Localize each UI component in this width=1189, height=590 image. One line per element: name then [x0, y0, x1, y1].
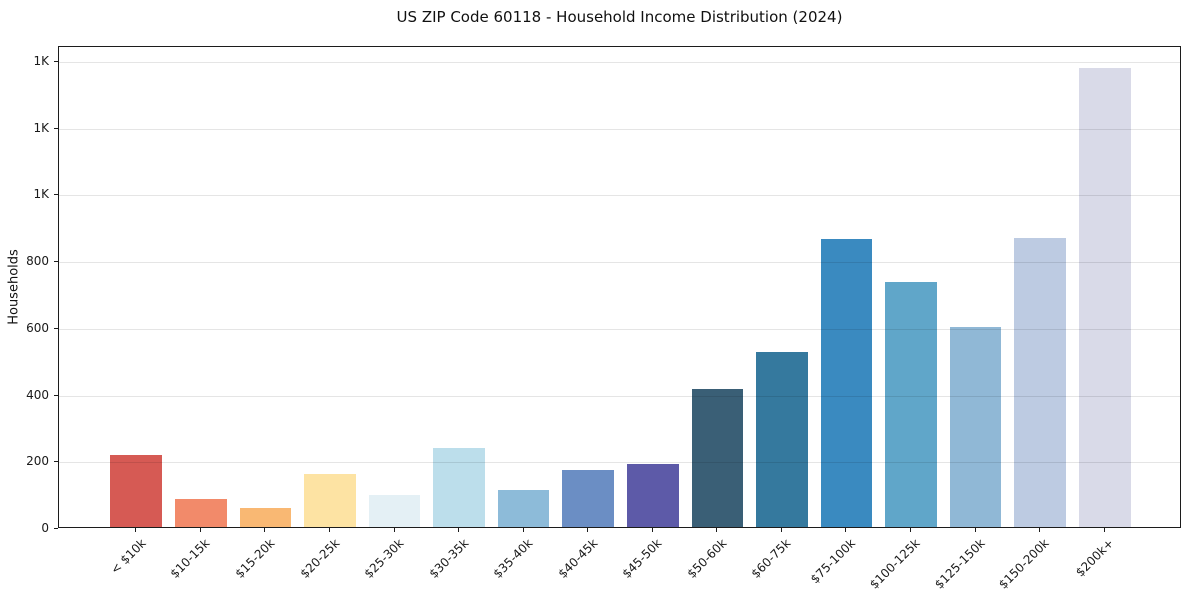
x-tick-label-text: $50-60k [684, 536, 730, 581]
x-tick-label-text: $75-100k [808, 536, 859, 587]
y-tick-label: 1K [33, 187, 49, 202]
x-tick-mark [458, 528, 460, 532]
bar [368, 494, 421, 527]
bar [239, 507, 292, 527]
x-tick-mark [780, 528, 782, 532]
bar [1014, 238, 1066, 527]
x-tick-mark [393, 528, 395, 532]
x-tick-label-text: $20-25k [297, 536, 342, 581]
x-tick-mark [910, 528, 912, 532]
bar [562, 470, 615, 527]
x-tick-mark [522, 528, 524, 532]
y-tick-mark [54, 394, 58, 396]
y-tick-label: 1K [33, 120, 49, 135]
x-tick-mark [587, 528, 589, 532]
gridline [59, 128, 1180, 130]
bar [433, 448, 485, 527]
x-tick-label-text: $45-50k [619, 536, 665, 581]
x-tick-label-text: $200k+ [1073, 536, 1117, 580]
gridline [59, 395, 1180, 397]
bar [820, 239, 873, 527]
y-tick-mark [54, 194, 58, 196]
y-tick-mark [54, 261, 58, 263]
y-tick-label: 200 [26, 454, 49, 469]
x-tick-label-text: $125-150k [931, 536, 988, 590]
x-tick-mark [264, 528, 266, 532]
y-tick-label: 400 [26, 387, 49, 402]
gridline [59, 62, 1180, 63]
gridline [59, 195, 1180, 197]
x-tick-label-text: < $10k [107, 536, 149, 577]
y-tick-mark [54, 528, 58, 529]
x-tick-label-text: $15-20k [232, 536, 278, 581]
y-tick-label: 600 [26, 320, 49, 335]
bar [691, 388, 744, 527]
y-tick-mark [54, 327, 58, 329]
y-tick-label: 1K [33, 54, 49, 68]
bar [1078, 68, 1131, 527]
x-tick-mark [716, 528, 718, 532]
x-tick-mark [199, 528, 201, 532]
x-tick-mark [974, 528, 976, 532]
y-tick-mark [54, 127, 58, 129]
gridline [59, 262, 1180, 264]
y-tick-label: 0 [41, 521, 49, 535]
gridline [59, 328, 1180, 330]
y-tick-mark [54, 61, 58, 62]
plot-area [58, 46, 1181, 528]
y-tick-label: 800 [26, 254, 49, 269]
bar [497, 490, 550, 527]
x-tick-mark [1103, 528, 1105, 532]
bar [175, 499, 227, 527]
gridline [59, 462, 1180, 464]
x-tick-label-text: $150-200k [996, 536, 1053, 590]
y-tick-mark [54, 461, 58, 463]
x-tick-mark [328, 528, 330, 532]
x-tick-mark [845, 528, 847, 532]
x-tick-mark [135, 528, 137, 532]
bar [626, 463, 679, 527]
bar [949, 326, 1002, 527]
x-tick-label-text: $100-125k [867, 536, 923, 590]
x-tick-mark [1039, 528, 1041, 532]
x-tick-mark [651, 528, 653, 532]
bar [304, 474, 356, 527]
x-tick-label-text: $35-40k [490, 536, 536, 581]
x-tick-label-text: $60-75k [748, 536, 794, 581]
chart-title: US ZIP Code 60118 - Household Income Dis… [396, 8, 843, 26]
x-tick-label-text: $30-35k [426, 536, 471, 581]
bar [756, 351, 808, 527]
x-tick-label-text: $40-45k [555, 536, 601, 581]
bar [885, 281, 937, 527]
x-tick-label-text: $10-15k [167, 536, 213, 581]
x-tick-label-text: $25-30k [361, 536, 407, 581]
bar [110, 455, 163, 527]
